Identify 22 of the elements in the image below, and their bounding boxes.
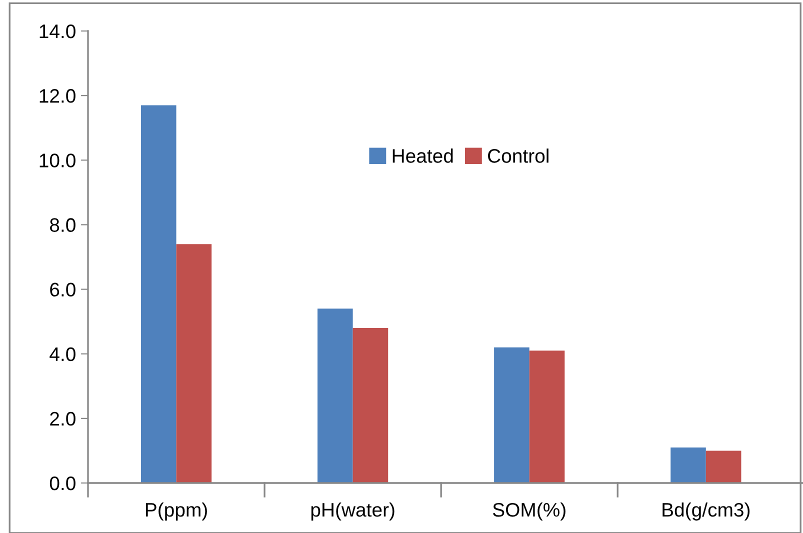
bar xyxy=(529,350,565,483)
y-tick-label: 8.0 xyxy=(50,218,76,232)
bar xyxy=(352,328,388,483)
x-tick-label: Bd(g/cm3) xyxy=(662,502,750,521)
x-tick-label: P(ppm) xyxy=(146,502,207,521)
y-tick-label: 2.0 xyxy=(50,412,76,426)
y-tick-label: 14.0 xyxy=(40,24,76,38)
legend-label: Heated xyxy=(392,148,453,163)
bar xyxy=(670,447,706,483)
y-tick-label: 10.0 xyxy=(40,154,76,168)
x-tick-label: pH(water) xyxy=(311,502,394,521)
y-tick-label: 4.0 xyxy=(50,347,76,362)
y-tick-label: 6.0 xyxy=(50,282,76,297)
y-tick-label: 0.0 xyxy=(50,476,76,490)
bar xyxy=(706,450,742,483)
bar xyxy=(494,347,530,483)
bar xyxy=(140,105,176,483)
x-tick-label: SOM(%) xyxy=(492,502,566,521)
bar xyxy=(318,308,353,483)
y-tick-label: 12.0 xyxy=(40,89,76,103)
legend-label: Control xyxy=(488,148,548,163)
bar xyxy=(176,244,212,483)
